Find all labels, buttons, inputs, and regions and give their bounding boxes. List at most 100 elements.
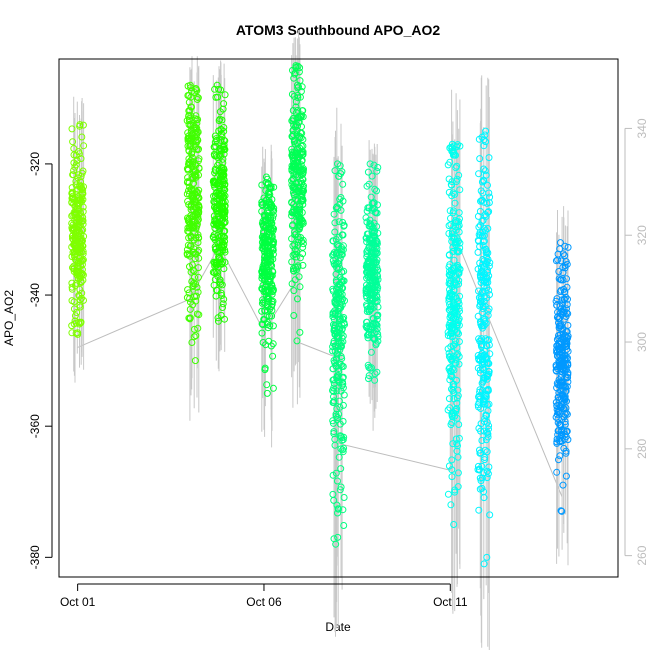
data-point <box>219 244 227 252</box>
data-point <box>332 540 340 548</box>
data-point <box>189 212 197 220</box>
data-point <box>482 335 490 343</box>
data-point <box>480 224 488 232</box>
data-point <box>185 289 193 297</box>
data-point <box>340 319 348 327</box>
data-point <box>68 194 76 202</box>
data-point <box>268 267 276 275</box>
data-point <box>372 258 380 266</box>
data-point <box>221 233 229 241</box>
data-point <box>335 505 342 513</box>
data-point <box>481 211 489 219</box>
data-point <box>290 121 298 129</box>
data-point <box>445 395 453 403</box>
data-point <box>478 474 486 482</box>
data-point <box>297 142 305 150</box>
data-point <box>184 227 192 235</box>
data-point <box>76 303 84 311</box>
data-point <box>335 410 343 418</box>
data-point <box>454 392 462 400</box>
data-point <box>559 250 567 258</box>
data-point <box>555 332 562 339</box>
data-point <box>455 277 463 285</box>
data-point <box>477 298 485 306</box>
data-point <box>78 248 85 256</box>
data-point <box>338 243 345 251</box>
data-point <box>291 149 299 157</box>
data-point <box>219 179 227 187</box>
data-point <box>555 268 563 275</box>
data-point <box>333 334 341 342</box>
data-point <box>259 281 267 289</box>
data-point <box>562 472 570 480</box>
data-point <box>339 231 346 239</box>
data-point <box>220 145 228 153</box>
data-point <box>448 473 456 481</box>
data-point <box>330 384 338 392</box>
data-point <box>264 298 272 305</box>
data-point <box>556 363 564 371</box>
data-point <box>79 220 87 228</box>
data-point <box>373 368 381 376</box>
data-point <box>485 425 492 433</box>
data-point <box>552 366 560 374</box>
data-point <box>336 292 344 299</box>
cluster-8 <box>474 127 494 568</box>
data-point <box>79 203 87 211</box>
data-point <box>479 256 487 263</box>
data-point <box>216 276 224 284</box>
data-point <box>555 456 562 464</box>
data-point <box>484 181 491 189</box>
data-point <box>559 299 567 307</box>
data-point <box>290 138 298 146</box>
data-point <box>480 360 488 368</box>
data-point <box>292 98 300 106</box>
data-point <box>187 120 195 128</box>
data-point <box>187 268 195 276</box>
data-point <box>294 81 301 89</box>
data-point <box>291 241 299 249</box>
data-point <box>560 381 568 389</box>
data-point <box>331 441 339 449</box>
data-point <box>75 272 83 280</box>
data-point <box>366 216 374 224</box>
data-point <box>210 281 218 289</box>
data-point <box>451 340 459 348</box>
data-point <box>445 306 453 314</box>
data-point <box>557 421 565 429</box>
data-point <box>270 225 278 233</box>
data-point <box>335 218 343 226</box>
data-point <box>76 121 84 129</box>
data-point <box>216 233 224 241</box>
data-point <box>211 179 219 187</box>
data-point <box>475 287 482 295</box>
data-point <box>484 208 492 216</box>
data-point <box>339 295 347 303</box>
data-point <box>554 408 562 416</box>
data-point <box>333 264 341 272</box>
data-point <box>262 173 270 181</box>
data-point <box>451 239 459 247</box>
data-point <box>337 465 345 473</box>
data-point <box>558 365 566 373</box>
data-point <box>365 180 373 188</box>
data-point <box>474 312 482 320</box>
data-point <box>293 205 301 213</box>
data-point <box>479 400 487 408</box>
data-point <box>371 278 379 286</box>
data-point <box>68 297 76 305</box>
data-point <box>445 222 453 230</box>
data-point <box>484 433 492 441</box>
data-point <box>330 496 338 504</box>
data-point <box>217 203 225 211</box>
data-point <box>335 453 343 461</box>
data-point <box>215 85 223 93</box>
data-point <box>331 298 339 306</box>
data-point <box>261 242 269 250</box>
data-point <box>483 448 491 456</box>
y2-tick-label: 340 <box>635 118 649 138</box>
data-point <box>373 167 381 175</box>
data-point <box>563 340 571 348</box>
data-point <box>184 286 192 294</box>
data-point <box>485 189 493 197</box>
